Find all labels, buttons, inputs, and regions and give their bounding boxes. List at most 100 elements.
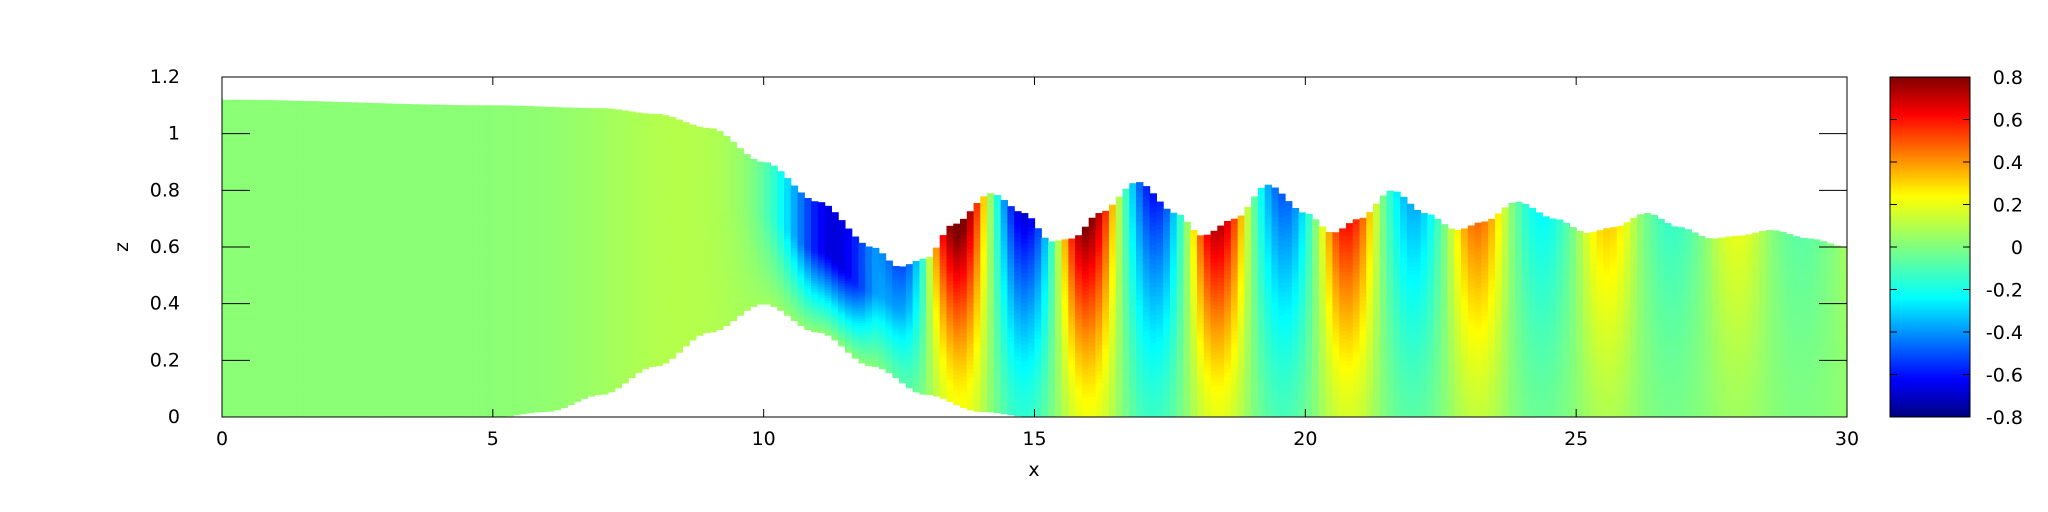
heatmap-cell	[364, 292, 372, 300]
heatmap-cell	[689, 241, 697, 247]
heatmap-cell	[594, 215, 602, 223]
heatmap-cell	[418, 247, 426, 255]
heatmap-cell	[783, 243, 792, 248]
heatmap-cell	[831, 284, 839, 288]
heatmap-cell	[384, 397, 392, 405]
heatmap-cell	[763, 274, 772, 279]
heatmap-cell	[289, 140, 298, 148]
heatmap-cell	[526, 310, 535, 318]
heatmap-cell	[350, 128, 359, 136]
heatmap-cell	[905, 354, 914, 358]
heatmap-cell	[770, 171, 778, 176]
heatmap-cell	[763, 215, 772, 220]
heatmap-cell	[330, 338, 338, 346]
heatmap-cell	[289, 120, 298, 128]
heatmap-cell	[526, 214, 535, 222]
heatmap-cell	[750, 303, 758, 307]
heatmap-cell	[736, 217, 744, 222]
heatmap-cell	[276, 364, 284, 372]
heatmap-cell	[756, 265, 765, 269]
heatmap-cell	[533, 392, 541, 400]
heatmap-cell	[519, 214, 528, 222]
heatmap-cell	[486, 306, 494, 314]
heatmap-cell	[310, 351, 318, 359]
heatmap-cell	[526, 291, 535, 299]
heatmap-cell	[668, 147, 677, 153]
heatmap-cell	[851, 241, 860, 245]
heatmap-cell	[723, 191, 731, 196]
heatmap-cell	[580, 289, 589, 297]
heatmap-cell	[851, 282, 860, 286]
heatmap-cell	[851, 239, 860, 243]
heatmap-cell	[716, 283, 724, 289]
heatmap-cell	[899, 273, 907, 277]
heatmap-cell	[702, 144, 711, 150]
heatmap-cell	[729, 156, 738, 162]
heatmap-cell	[574, 230, 582, 237]
heatmap-cell	[499, 215, 507, 223]
heatmap-cell	[872, 302, 880, 306]
heatmap-cell	[783, 260, 792, 265]
heatmap-cell	[431, 117, 440, 125]
heatmap-cell	[499, 247, 507, 256]
heatmap-cell	[750, 229, 758, 234]
heatmap-cell	[506, 247, 514, 255]
heatmap-cell	[567, 354, 575, 362]
heatmap-cell	[526, 348, 535, 356]
heatmap-cell	[648, 250, 656, 257]
heatmap-cell	[269, 410, 277, 417]
heatmap-cell	[668, 348, 677, 354]
heatmap-cell	[675, 303, 684, 310]
heatmap-cell	[479, 332, 487, 340]
heatmap-cell	[330, 298, 338, 306]
heatmap-cell	[364, 187, 372, 196]
heatmap-cell	[343, 410, 352, 417]
heatmap-cell	[804, 217, 812, 221]
heatmap-cell	[736, 283, 744, 288]
heatmap-cell	[249, 238, 257, 246]
heatmap-cell	[567, 324, 575, 331]
heatmap-cell	[635, 334, 643, 341]
heatmap-cell	[472, 326, 480, 334]
heatmap-cell	[770, 235, 778, 240]
heatmap-cell	[763, 286, 772, 290]
heatmap-cell	[614, 155, 623, 163]
heatmap-cell	[567, 169, 575, 177]
heatmap-cell	[695, 291, 704, 297]
heatmap-cell	[249, 192, 257, 200]
heatmap-cell	[607, 161, 616, 169]
heatmap-cell	[364, 115, 372, 124]
heatmap-cell	[452, 300, 460, 308]
heatmap-cell	[790, 208, 799, 212]
heatmap-cell	[831, 220, 839, 224]
heatmap-cell	[431, 377, 440, 386]
heatmap-cell	[702, 242, 711, 248]
heatmap-cell	[310, 147, 318, 155]
heatmap-cell	[431, 358, 440, 366]
heatmap-cell	[255, 159, 264, 167]
heatmap-cell	[824, 211, 832, 215]
heatmap-cell	[614, 358, 623, 366]
heatmap-cell	[831, 292, 839, 296]
heatmap-cell	[912, 389, 920, 393]
heatmap-cell	[689, 245, 697, 251]
heatmap-cell	[296, 113, 304, 122]
heatmap-cell	[709, 145, 717, 151]
heatmap-cell	[398, 240, 406, 248]
heatmap-cell	[323, 180, 331, 188]
heatmap-cell	[919, 315, 927, 319]
heatmap-cell	[682, 182, 690, 189]
heatmap-cell	[641, 352, 650, 359]
heatmap-cell	[763, 245, 772, 249]
heatmap-cell	[607, 332, 616, 340]
heatmap-cell	[486, 241, 494, 249]
heatmap-cell	[222, 231, 230, 240]
heatmap-cell	[547, 208, 555, 216]
heatmap-cell	[716, 292, 724, 297]
heatmap-cell	[756, 226, 765, 231]
heatmap-cell	[282, 271, 291, 280]
heatmap-cell	[222, 364, 230, 372]
heatmap-cell	[790, 303, 799, 308]
heatmap-cell	[580, 337, 589, 345]
heatmap-cell	[919, 289, 927, 294]
